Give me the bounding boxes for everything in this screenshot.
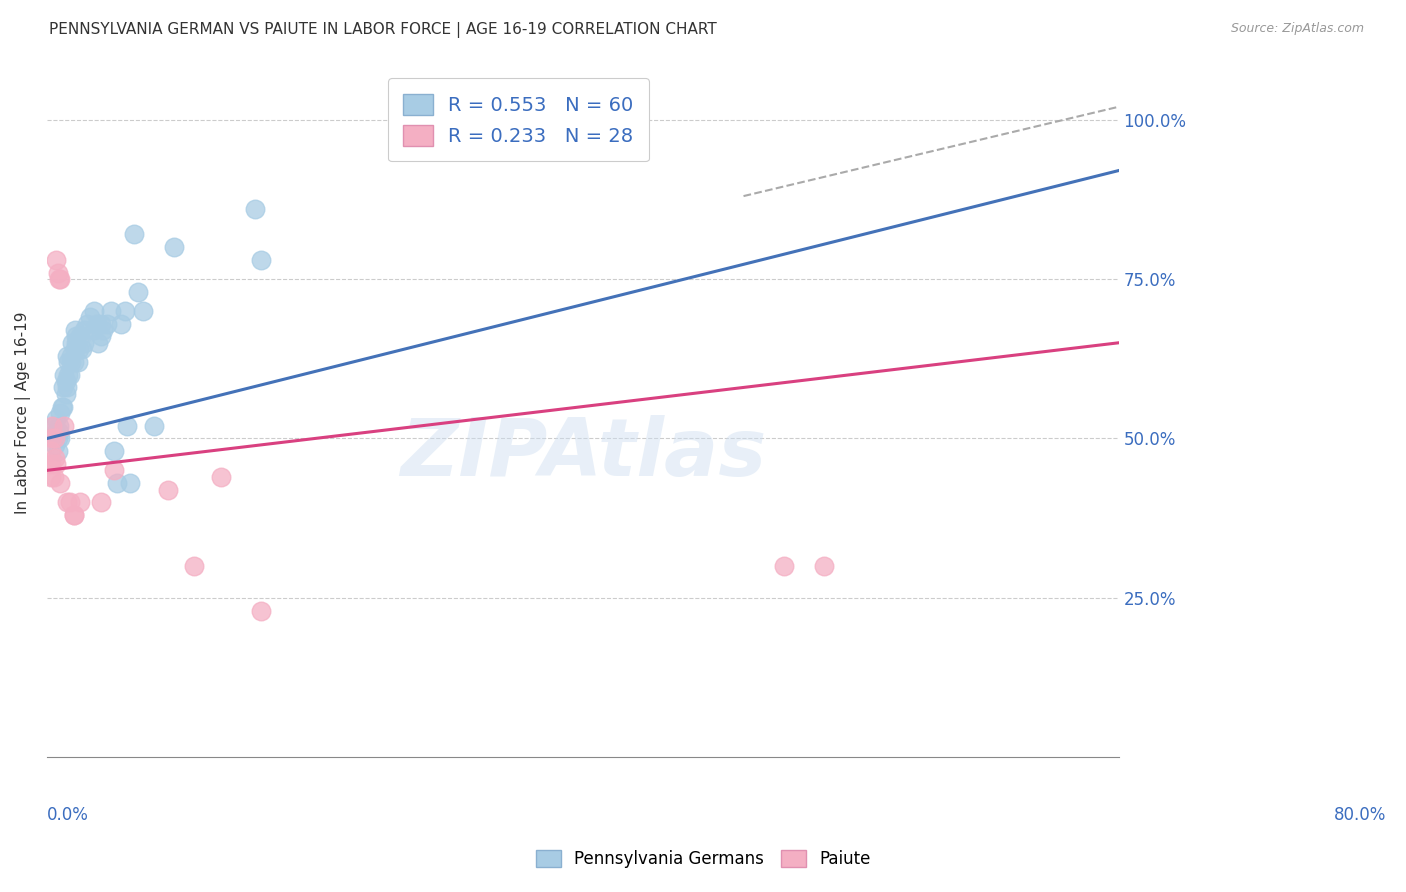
- Point: [45, 412, 67, 426]
- Point: [62, 508, 84, 522]
- Point: [100, 304, 122, 318]
- Point: [53, 418, 76, 433]
- Point: [127, 285, 149, 299]
- Point: [90, 495, 112, 509]
- Point: [55, 374, 77, 388]
- Point: [90, 317, 112, 331]
- Point: [66, 355, 89, 369]
- Point: [58, 368, 80, 382]
- Point: [59, 368, 82, 382]
- Point: [49, 406, 72, 420]
- Point: [209, 469, 232, 483]
- Point: [45, 457, 67, 471]
- Point: [143, 418, 166, 433]
- Point: [46, 266, 69, 280]
- Legend: Pennsylvania Germans, Paiute: Pennsylvania Germans, Paiute: [529, 843, 877, 875]
- Point: [96, 317, 118, 331]
- Point: [49, 432, 72, 446]
- Point: [42, 432, 65, 446]
- Point: [49, 476, 72, 491]
- Point: [163, 240, 186, 254]
- Point: [156, 483, 179, 497]
- Point: [243, 202, 266, 216]
- Point: [183, 559, 205, 574]
- Point: [44, 438, 66, 452]
- Point: [105, 476, 128, 491]
- Point: [79, 310, 101, 325]
- Point: [62, 335, 84, 350]
- Text: PENNSYLVANIA GERMAN VS PAIUTE IN LABOR FORCE | AGE 16-19 CORRELATION CHART: PENNSYLVANIA GERMAN VS PAIUTE IN LABOR F…: [49, 22, 717, 38]
- Point: [132, 304, 155, 318]
- Point: [70, 342, 93, 356]
- Point: [46, 432, 69, 446]
- Point: [48, 272, 70, 286]
- Point: [41, 432, 63, 446]
- Point: [83, 304, 105, 318]
- Point: [67, 342, 90, 356]
- Point: [813, 559, 835, 574]
- Point: [42, 418, 65, 433]
- Point: [56, 380, 79, 394]
- Point: [60, 355, 83, 369]
- Point: [51, 400, 73, 414]
- Text: ZIPAtlas: ZIPAtlas: [399, 416, 766, 493]
- Point: [62, 508, 84, 522]
- Point: [49, 272, 72, 286]
- Point: [250, 604, 273, 618]
- Point: [52, 400, 75, 414]
- Text: Source: ZipAtlas.com: Source: ZipAtlas.com: [1230, 22, 1364, 36]
- Point: [56, 495, 79, 509]
- Point: [73, 335, 96, 350]
- Point: [73, 323, 96, 337]
- Point: [772, 559, 794, 574]
- Point: [58, 355, 80, 369]
- Point: [56, 349, 79, 363]
- Point: [55, 387, 77, 401]
- Point: [91, 323, 114, 337]
- Point: [65, 329, 87, 343]
- Point: [39, 444, 62, 458]
- Point: [45, 425, 67, 439]
- Point: [39, 469, 62, 483]
- Point: [110, 317, 132, 331]
- Legend: R = 0.553   N = 60, R = 0.233   N = 28: R = 0.553 N = 60, R = 0.233 N = 28: [388, 78, 650, 161]
- Point: [69, 495, 91, 509]
- Point: [117, 418, 139, 433]
- Point: [250, 252, 273, 267]
- Point: [69, 329, 91, 343]
- Point: [83, 323, 105, 337]
- Point: [122, 227, 145, 242]
- Point: [63, 323, 86, 337]
- Y-axis label: In Labor Force | Age 16-19: In Labor Force | Age 16-19: [15, 311, 31, 514]
- Point: [65, 335, 87, 350]
- Point: [42, 469, 65, 483]
- Point: [52, 380, 75, 394]
- Point: [48, 425, 70, 439]
- Point: [62, 355, 84, 369]
- Point: [87, 335, 110, 350]
- Point: [76, 317, 98, 331]
- Point: [114, 304, 136, 318]
- Point: [59, 495, 82, 509]
- Point: [48, 418, 70, 433]
- Point: [90, 329, 112, 343]
- Point: [44, 450, 66, 465]
- Point: [45, 252, 67, 267]
- Point: [53, 368, 76, 382]
- Point: [103, 463, 125, 477]
- Point: [63, 342, 86, 356]
- Point: [103, 444, 125, 458]
- Point: [41, 418, 63, 433]
- Point: [118, 476, 141, 491]
- Point: [46, 444, 69, 458]
- Text: 0.0%: 0.0%: [46, 805, 89, 823]
- Text: 80.0%: 80.0%: [1334, 805, 1386, 823]
- Point: [44, 432, 66, 446]
- Point: [86, 317, 108, 331]
- Point: [60, 349, 83, 363]
- Point: [39, 457, 62, 471]
